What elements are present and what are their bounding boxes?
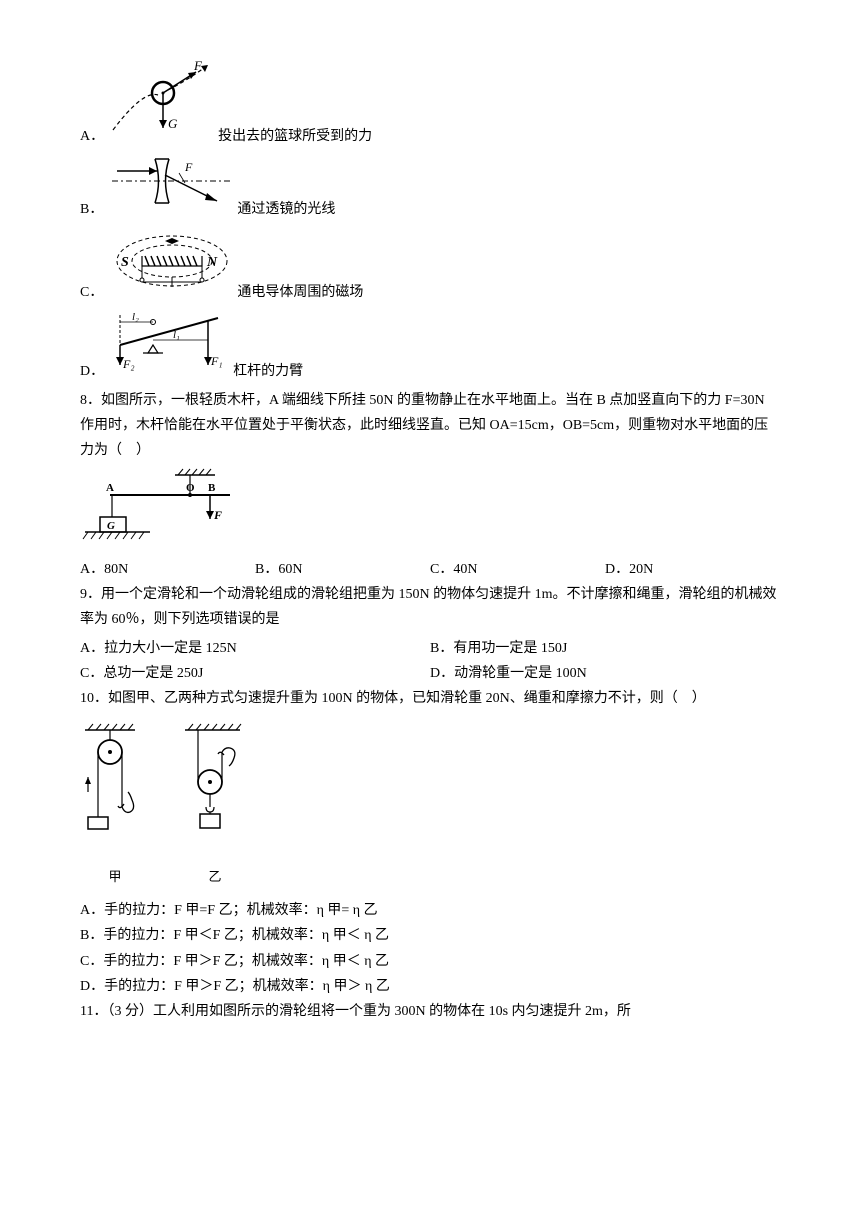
q10-figures: 甲 乙 bbox=[80, 722, 780, 889]
q9-opt-c: C．总功一定是 250J bbox=[80, 661, 430, 686]
q10-opt-c: C．手的拉力：F 甲＞F 乙；机械效率：η 甲＜ η 乙 bbox=[80, 949, 780, 974]
label-F: F bbox=[213, 508, 222, 522]
label-A: A bbox=[106, 482, 114, 494]
q7-option-c: C． S N 通电导体周围的磁场 bbox=[80, 226, 780, 305]
q7-b-caption: 通过透镜的光线 bbox=[237, 197, 335, 222]
label-S: S bbox=[121, 255, 129, 270]
option-letter: B． bbox=[80, 197, 103, 222]
q7-figure-b: F bbox=[107, 153, 237, 222]
label-l1: l₁ bbox=[173, 329, 180, 341]
option-letter: A． bbox=[80, 124, 104, 149]
q9-options: A．拉力大小一定是 125N B．有用功一定是 150J C．总功一定是 250… bbox=[80, 636, 780, 686]
q8-figure: A O B G F bbox=[80, 467, 780, 556]
q7-c-caption: 通电导体周围的磁场 bbox=[237, 280, 363, 305]
q10-stem: 10．如图甲、乙两种方式匀速提升重为 100N 的物体，已知滑轮重 20N、绳重… bbox=[80, 686, 780, 711]
label-O: O bbox=[186, 482, 195, 494]
q7-figure-d: l₁ l₂ F₁ F₂ bbox=[108, 310, 233, 384]
q10-yi-label: 乙 bbox=[180, 865, 250, 888]
q9-opt-b: B．有用功一定是 150J bbox=[430, 636, 780, 661]
label-B: B bbox=[208, 482, 216, 494]
option-letter: D． bbox=[80, 359, 104, 384]
q7-d-caption: 杠杆的力臂 bbox=[233, 359, 303, 384]
q8-opt-b: B．60N bbox=[255, 557, 430, 582]
q7-figure-c: S N bbox=[107, 226, 237, 305]
label-G: G bbox=[168, 116, 178, 131]
q10-opt-b: B．手的拉力：F 甲＜F 乙；机械效率：η 甲＜ η 乙 bbox=[80, 923, 780, 948]
q10-figure-yi bbox=[180, 722, 250, 852]
label-F2: F₂ bbox=[122, 357, 135, 371]
label-F: F bbox=[193, 60, 203, 73]
q10-figure-jia bbox=[80, 722, 150, 852]
q9-opt-a: A．拉力大小一定是 125N bbox=[80, 636, 430, 661]
q7-figure-a: F G bbox=[108, 60, 218, 149]
q8-opt-c: C．40N bbox=[430, 557, 605, 582]
q7-option-b: B． F 通过透镜的光线 bbox=[80, 153, 780, 222]
q11-stem: 11．（3 分）工人利用如图所示的滑轮组将一个重为 300N 的物体在 10s … bbox=[80, 999, 780, 1024]
q10-options: A．手的拉力：F 甲=F 乙；机械效率：η 甲= η 乙 B．手的拉力：F 甲＜… bbox=[80, 898, 780, 999]
q9-stem: 9．用一个定滑轮和一个动滑轮组成的滑轮组把重为 150N 的物体匀速提升 1m。… bbox=[80, 582, 780, 632]
q7-option-d: D． l₁ l₂ F₁ F₂ 杠杆的力臂 bbox=[80, 310, 780, 384]
q10-opt-a: A．手的拉力：F 甲=F 乙；机械效率：η 甲= η 乙 bbox=[80, 898, 780, 923]
q8-options: A．80N B．60N C．40N D．20N bbox=[80, 557, 780, 582]
q8-opt-d: D．20N bbox=[605, 557, 780, 582]
q10-jia-label: 甲 bbox=[80, 865, 150, 888]
label-l2: l₂ bbox=[132, 311, 139, 323]
q8-opt-a: A．80N bbox=[80, 557, 255, 582]
label-F: F bbox=[184, 160, 193, 174]
option-letter: C． bbox=[80, 280, 103, 305]
q7-option-a: A． F G 投出去的篮球所受到的力 bbox=[80, 60, 780, 149]
label-F1: F₁ bbox=[210, 354, 223, 368]
q10-opt-d: D．手的拉力：F 甲＞F 乙；机械效率：η 甲＞ η 乙 bbox=[80, 974, 780, 999]
label-G: G bbox=[107, 520, 115, 532]
q9-opt-d: D．动滑轮重一定是 100N bbox=[430, 661, 780, 686]
q7-a-caption: 投出去的篮球所受到的力 bbox=[218, 124, 372, 149]
q8-stem: 8．如图所示，一根轻质木杆，A 端细线下所挂 50N 的重物静止在水平地面上。当… bbox=[80, 388, 780, 464]
label-N: N bbox=[206, 255, 218, 270]
